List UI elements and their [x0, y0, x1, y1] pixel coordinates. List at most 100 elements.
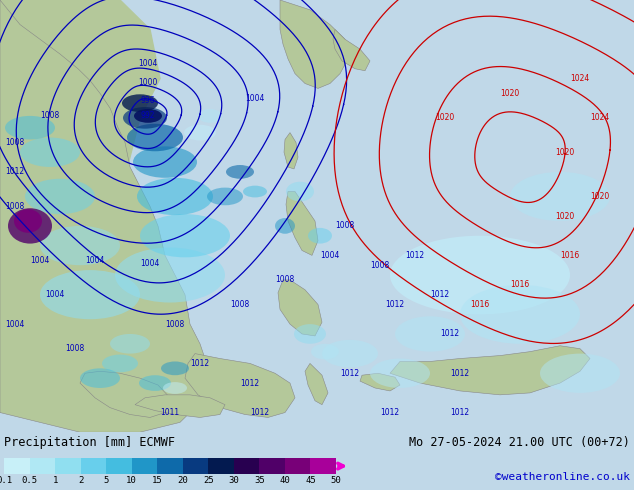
Polygon shape [333, 29, 370, 71]
Ellipse shape [5, 116, 55, 140]
Text: 1012: 1012 [380, 408, 399, 417]
Text: 1008: 1008 [65, 344, 84, 353]
Ellipse shape [140, 214, 230, 257]
Ellipse shape [122, 94, 158, 112]
Text: 1008: 1008 [275, 275, 295, 284]
Text: 1008: 1008 [230, 300, 250, 309]
Text: 1024: 1024 [590, 113, 610, 122]
Bar [106, 458, 132, 474]
Ellipse shape [110, 334, 150, 354]
Ellipse shape [198, 109, 222, 123]
Ellipse shape [25, 179, 95, 214]
Text: Mo 27-05-2024 21.00 UTC (00+72): Mo 27-05-2024 21.00 UTC (00+72) [409, 436, 630, 449]
Text: 1000: 1000 [138, 78, 158, 87]
Text: ©weatheronline.co.uk: ©weatheronline.co.uk [495, 472, 630, 482]
Text: 1004: 1004 [138, 59, 158, 68]
Text: 50: 50 [330, 476, 341, 485]
Bar [30, 458, 55, 474]
Ellipse shape [308, 228, 332, 244]
Text: 1012: 1012 [190, 359, 210, 368]
Ellipse shape [133, 147, 197, 178]
Text: 992: 992 [141, 111, 155, 121]
Text: 0.1: 0.1 [0, 476, 12, 485]
Text: 1004: 1004 [245, 94, 264, 103]
Text: 1020: 1020 [500, 89, 520, 98]
Text: 2: 2 [78, 476, 83, 485]
Text: 1004: 1004 [45, 290, 65, 299]
Polygon shape [305, 364, 328, 405]
Ellipse shape [243, 186, 267, 197]
Ellipse shape [390, 236, 570, 314]
Ellipse shape [40, 270, 140, 319]
Polygon shape [80, 371, 170, 417]
Text: 1008: 1008 [165, 319, 184, 329]
Polygon shape [286, 192, 318, 255]
Bar [183, 458, 209, 474]
Ellipse shape [311, 344, 339, 360]
Text: 1008: 1008 [5, 202, 25, 211]
Text: 1016: 1016 [470, 300, 489, 309]
Text: 10: 10 [126, 476, 137, 485]
Text: 40: 40 [280, 476, 290, 485]
Ellipse shape [8, 208, 52, 244]
Polygon shape [390, 346, 590, 395]
Text: 1008: 1008 [41, 111, 60, 121]
Polygon shape [185, 354, 295, 417]
Text: 1012: 1012 [240, 379, 259, 388]
Polygon shape [0, 0, 160, 413]
Ellipse shape [14, 209, 42, 233]
Text: 1024: 1024 [571, 74, 590, 83]
Ellipse shape [540, 354, 620, 393]
Polygon shape [284, 133, 298, 169]
Text: 30: 30 [228, 476, 239, 485]
Ellipse shape [137, 178, 213, 215]
Polygon shape [135, 395, 225, 417]
Text: 1004: 1004 [320, 251, 340, 260]
Text: 1020: 1020 [555, 212, 574, 220]
Ellipse shape [286, 182, 314, 201]
Bar [234, 458, 259, 474]
Text: 1004: 1004 [86, 256, 105, 265]
Ellipse shape [163, 382, 187, 394]
Ellipse shape [123, 107, 167, 129]
Ellipse shape [460, 285, 580, 344]
Bar [132, 458, 157, 474]
Text: 1012: 1012 [6, 168, 25, 176]
Text: 1016: 1016 [510, 280, 529, 290]
Polygon shape [280, 0, 348, 88]
Text: 1004: 1004 [30, 256, 49, 265]
Ellipse shape [322, 340, 378, 368]
Bar [209, 458, 234, 474]
Ellipse shape [395, 316, 465, 352]
Polygon shape [0, 0, 210, 432]
Text: 1008: 1008 [5, 138, 25, 147]
Text: 1012: 1012 [340, 369, 359, 378]
Text: 1016: 1016 [560, 251, 579, 260]
Text: 1012: 1012 [450, 408, 470, 417]
Text: 1008: 1008 [370, 261, 390, 270]
Ellipse shape [510, 172, 610, 221]
Text: 996: 996 [141, 96, 155, 105]
Text: 1004: 1004 [5, 319, 25, 329]
Ellipse shape [102, 355, 138, 372]
Ellipse shape [40, 226, 120, 265]
Ellipse shape [184, 125, 216, 141]
Ellipse shape [127, 124, 183, 151]
Bar [285, 458, 311, 474]
Ellipse shape [294, 324, 326, 344]
Text: 45: 45 [305, 476, 316, 485]
Text: 5: 5 [103, 476, 109, 485]
Text: 1020: 1020 [555, 148, 574, 157]
Ellipse shape [134, 109, 162, 123]
Ellipse shape [275, 218, 295, 234]
Text: 1004: 1004 [140, 259, 160, 268]
Ellipse shape [115, 247, 225, 302]
Text: 1012: 1012 [405, 251, 425, 260]
Text: 0.5: 0.5 [22, 476, 37, 485]
Text: Precipitation [mm] ECMWF: Precipitation [mm] ECMWF [4, 436, 175, 449]
Text: 1: 1 [53, 476, 58, 485]
Text: 20: 20 [178, 476, 188, 485]
Text: 1020: 1020 [590, 192, 610, 201]
Bar [81, 458, 106, 474]
Ellipse shape [20, 138, 80, 167]
